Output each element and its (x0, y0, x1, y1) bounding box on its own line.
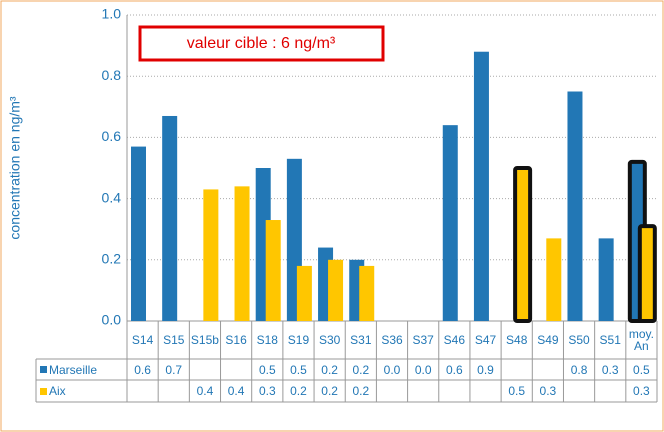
x-tick-label: S46 (443, 333, 466, 347)
table-value: 0.0 (414, 362, 432, 377)
table-value: 0.3 (258, 384, 276, 398)
bar (637, 224, 657, 323)
bar (546, 238, 562, 321)
table-value: 0.2 (321, 362, 338, 377)
y-tick-label: 0.8 (102, 67, 122, 83)
legend-entry: Aix (36, 380, 127, 402)
bar (598, 238, 614, 321)
table-value: 0.3 (633, 384, 650, 398)
table-value: 0.2 (352, 384, 370, 398)
table-value: 0.3 (601, 362, 619, 377)
legend-label: Aix (49, 384, 66, 398)
x-tick-label: S50 (568, 333, 590, 347)
y-tick-label: 0.0 (102, 312, 122, 328)
table-value: 0.2 (321, 384, 338, 398)
annotation-box (138, 25, 385, 62)
x-tick-label: S47 (474, 333, 497, 347)
x-tick-label: S16 (225, 333, 247, 347)
bar (265, 220, 281, 321)
table-value: 0.2 (290, 384, 307, 398)
legend-entry: Marseille (36, 359, 127, 380)
bar (513, 166, 533, 323)
table-value: 0.7 (165, 362, 183, 377)
table-value: 0.6 (134, 362, 151, 377)
bar (162, 115, 178, 321)
legend-label: Marseille (49, 362, 98, 377)
x-tick-label: S30 (318, 333, 341, 347)
table-value: 0.5 (258, 362, 276, 377)
y-tick-label: 0.2 (102, 251, 122, 267)
y-tick-label: 1.0 (102, 6, 122, 22)
table-value: 0.8 (570, 362, 588, 377)
legend-swatch (40, 387, 47, 395)
bar (359, 265, 375, 321)
x-tick-label: S37 (412, 333, 434, 347)
annotation: valeur cible : 6 ng/m³ (187, 35, 336, 52)
table-value: 0.4 (227, 384, 245, 398)
table-value: 0.5 (633, 362, 650, 377)
x-tick-label: moy. An (628, 327, 654, 353)
bar (328, 259, 344, 321)
table-value: 0.0 (383, 362, 401, 377)
y-axis-label: concentration en ng/m³ (7, 96, 23, 240)
plot-area: 0.0 0.2 0.4 0.6 0.8 1.0 (35, 6, 658, 403)
x-tick-label: S31 (350, 333, 372, 347)
bar (234, 186, 250, 321)
table-value: 0.4 (196, 384, 214, 398)
x-tick-label: S51 (599, 333, 621, 347)
bar (203, 189, 219, 321)
legend-swatch (40, 366, 47, 373)
y-tick-label: 0.4 (102, 189, 122, 205)
y-tick-label: 0.6 (102, 128, 122, 144)
x-tick-label: S49 (537, 333, 559, 347)
bar (473, 51, 489, 321)
x-tick-label: S15b (190, 333, 219, 347)
bar (567, 91, 583, 321)
bar (296, 265, 312, 321)
table-value: 0.5 (290, 362, 307, 377)
table-value: 0.2 (352, 362, 370, 377)
table-value: 0.6 (445, 362, 463, 377)
x-tick-label: S18 (256, 333, 278, 347)
table-value: 0.3 (539, 384, 557, 398)
table-value: 0.9 (477, 362, 494, 377)
x-tick-label: S15 (163, 333, 185, 347)
x-tick-label: S36 (381, 333, 403, 347)
x-tick-label: S48 (506, 333, 528, 347)
bar (131, 146, 146, 321)
x-tick-label: S14 (131, 333, 154, 347)
bar (442, 125, 458, 321)
table-value: 0.5 (508, 384, 526, 398)
x-tick-label: S19 (287, 333, 310, 347)
